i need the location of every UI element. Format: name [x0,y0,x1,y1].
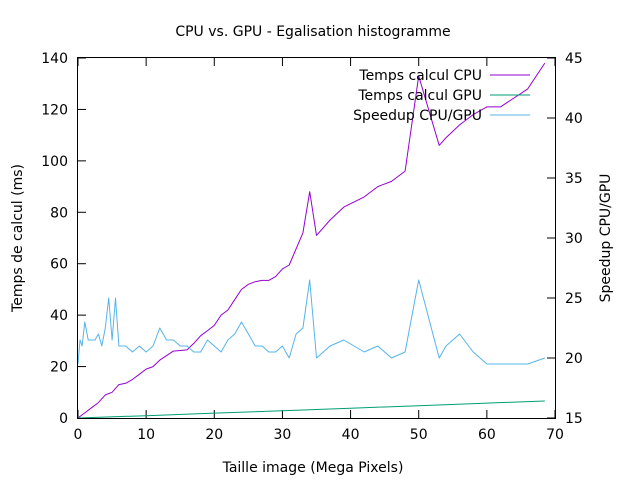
y2-tick-label: 45 [565,51,583,67]
y-tick-label: 140 [41,51,68,67]
ticks: 0 10 20 30 40 50 60 70 0 20 40 60 80 100 120 140 15 20 25 3… [41,51,583,443]
legend-label: Temps calcul CPU [358,68,482,84]
y2-tick-label: 20 [565,351,583,367]
y2-tick-label: 15 [565,411,583,427]
x-tick-label: 70 [546,427,564,443]
y-tick-label: 40 [50,308,68,324]
y2-axis-title: Speedup CPU/GPU [598,174,614,303]
y-tick-label: 0 [59,411,68,427]
series-line-1 [77,62,546,419]
y2-tick-label: 25 [565,291,583,307]
x-tick-label: 30 [274,427,292,443]
y2-tick-label: 30 [565,231,583,247]
y-tick-label: 120 [41,102,68,118]
y-tick-label: 20 [50,360,68,376]
y-tick-label: 60 [50,257,68,273]
series-line-3 [77,279,545,365]
x-tick-label: 50 [410,427,428,443]
chart-title: CPU vs. GPU - Egalisation histogramme [175,24,450,40]
legend-label: Speedup CPU/GPU [353,108,482,124]
legend: Temps calcul CPU Temps calcul GPU Speedup … [353,68,530,124]
y-tick-label: 80 [50,205,68,221]
plot-frame [77,57,556,419]
y2-tick-label: 40 [565,111,583,127]
x-tick-label: 20 [205,427,223,443]
series-lines [77,62,546,419]
x-axis-title: Taille image (Mega Pixels) [222,460,404,476]
y-tick-label: 100 [41,154,68,170]
x-tick-label: 10 [137,427,155,443]
x-tick-label: 0 [74,427,83,443]
y-axis-title: Temps de calcul (ms) [10,164,26,313]
legend-label: Temps calcul GPU [357,88,482,104]
x-tick-label: 40 [342,427,360,443]
x-tick-label: 60 [478,427,496,443]
y2-tick-label: 35 [565,171,583,187]
series-line-2 [77,400,545,419]
